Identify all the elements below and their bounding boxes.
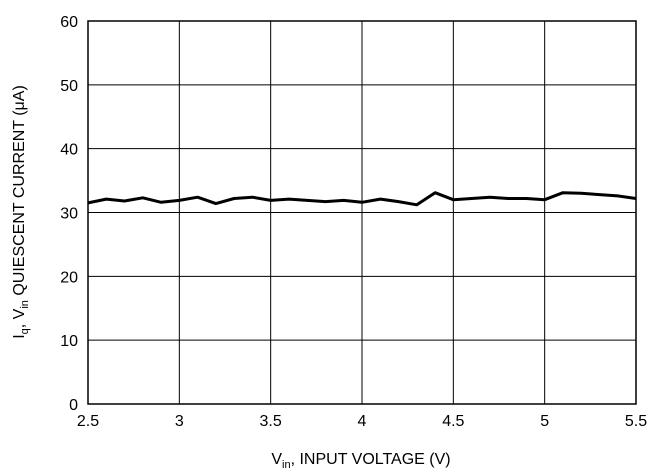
y-tick-label: 30 xyxy=(60,206,78,223)
y-tick-label: 40 xyxy=(60,142,78,159)
y-title-p1: I xyxy=(11,334,28,338)
grid-lines xyxy=(87,20,637,405)
x-tick-label: 4.5 xyxy=(442,413,464,430)
series-line xyxy=(87,191,637,207)
y-title-s1: q xyxy=(19,328,31,334)
plot-frame xyxy=(87,20,637,405)
y-title-mu: μ xyxy=(11,101,28,110)
y-title-p4: A) xyxy=(11,85,28,101)
y-axis-title: Iq, Vin QUIESCENT CURRENT (μA) xyxy=(11,85,31,339)
y-tick-labels: 0 10 20 30 40 50 60 xyxy=(60,14,78,414)
x-title-sub: in xyxy=(282,459,291,470)
series-layer xyxy=(87,191,637,207)
y-tick-label: 0 xyxy=(69,397,78,414)
x-tick-label: 5.5 xyxy=(625,413,647,430)
x-tick-label: 4 xyxy=(358,413,367,430)
y-title-p3: QUIESCENT CURRENT ( xyxy=(11,110,28,300)
x-tick-label: 5 xyxy=(540,413,549,430)
x-tick-labels: 2.5 3 3.5 4 4.5 5 5.5 xyxy=(77,413,647,430)
x-axis-title: Vin, INPUT VOLTAGE (V) xyxy=(271,451,450,470)
x-title-rest: , INPUT VOLTAGE (V) xyxy=(291,451,451,468)
x-title-main: V xyxy=(271,451,282,468)
y-title-s2: in xyxy=(19,300,31,309)
y-tick-label: 50 xyxy=(60,78,78,95)
x-tick-label: 3.5 xyxy=(260,413,282,430)
x-tick-label: 2.5 xyxy=(77,413,99,430)
y-tick-label: 20 xyxy=(60,269,78,286)
y-tick-label: 60 xyxy=(60,14,78,31)
x-tick-label: 3 xyxy=(175,413,184,430)
y-title-p2: , V xyxy=(11,308,28,328)
y-tick-label: 10 xyxy=(60,333,78,350)
